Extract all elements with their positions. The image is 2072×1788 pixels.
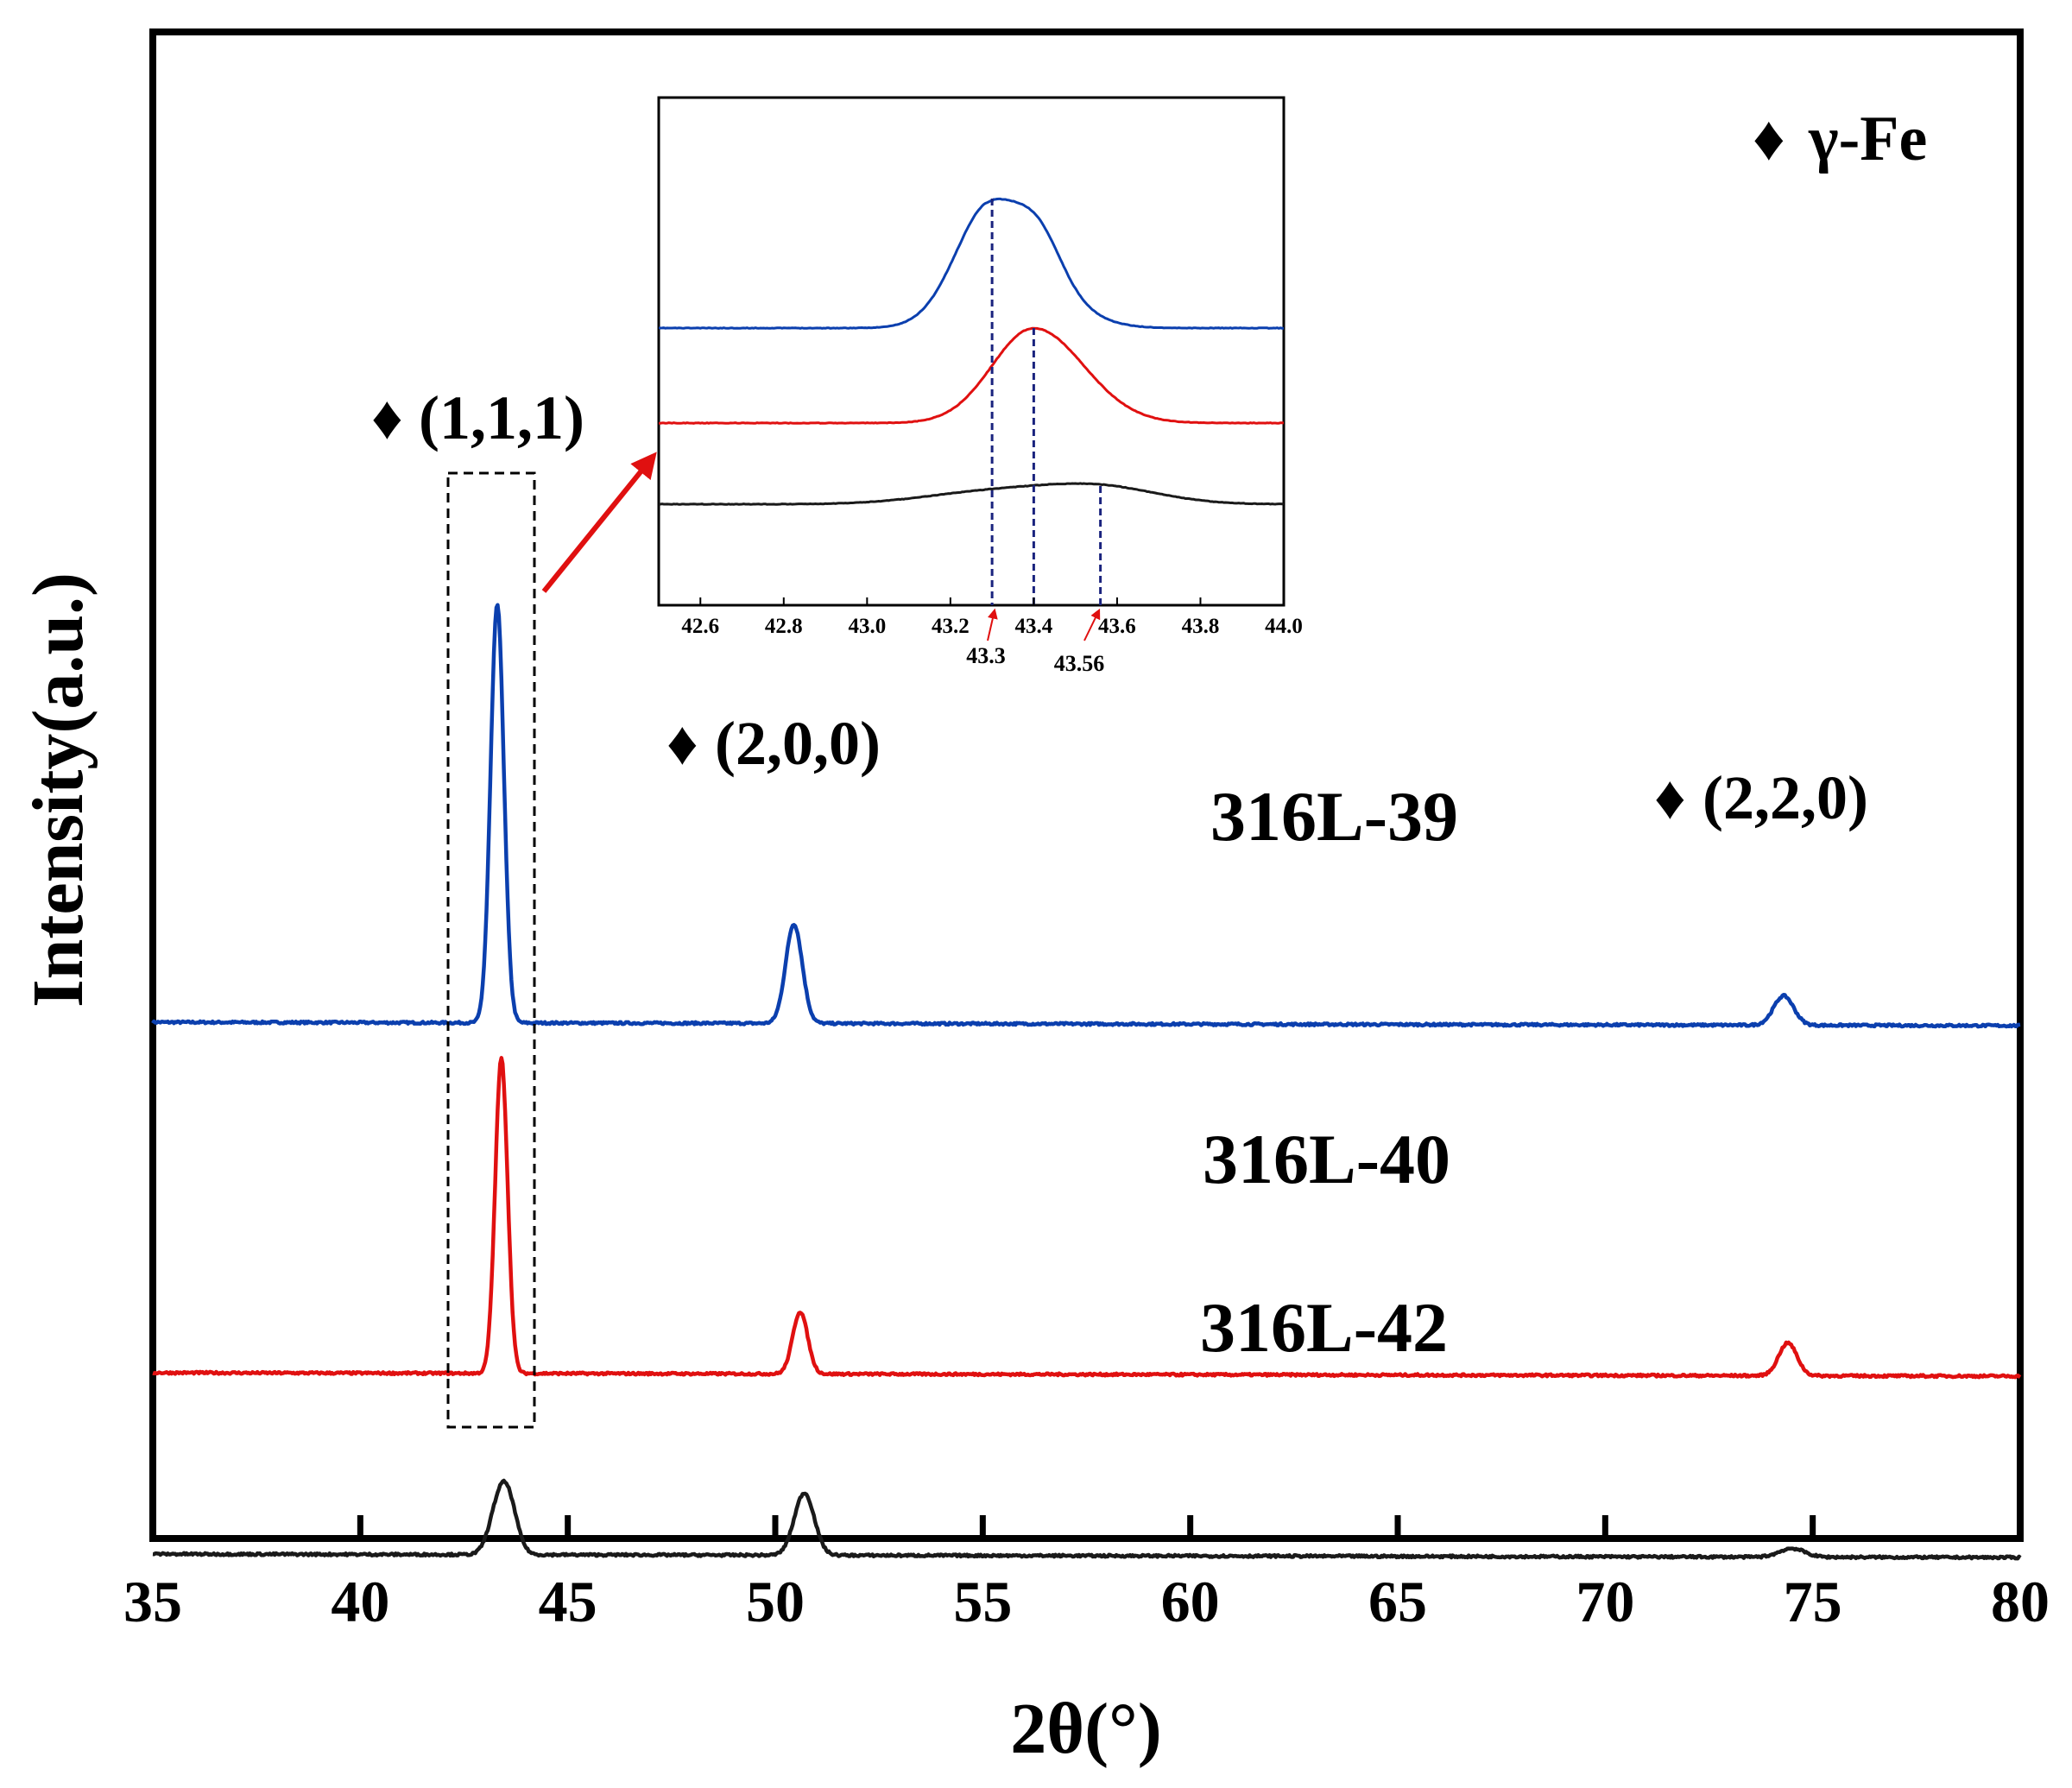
inset-series-line-316L-39 [659,197,1284,330]
x-tick-label-70: 70 [1576,1569,1634,1634]
peak-label-111-text: (1,1,1) [419,383,584,452]
zoom-arrow [541,452,657,593]
y-axis-title: Intensity(a.u.) [18,572,98,1008]
peak-label-111-marker: ♦ [371,383,403,452]
legend-marker: ♦ [1753,104,1785,174]
x-tick-label-55: 55 [953,1569,1012,1634]
series-label-316L-40: 316L-40 [1203,1120,1450,1198]
legend-label: γ-Fe [1808,104,1927,174]
series-line-316L-40 [152,1056,2022,1380]
inset-x-ticks: 42.6 42.8 43.0 43.2 43.4 43.6 43.8 44.0 [681,597,1303,638]
inset-tick-label-43.8: 43.8 [1182,615,1220,638]
x-tick-label-35: 35 [123,1569,182,1634]
x-tick-label-60: 60 [1161,1569,1220,1634]
inset-tick-label-43.6: 43.6 [1098,615,1136,638]
series-line-316L-42 [152,1478,2022,1561]
plot-frame [149,28,2024,1542]
zoom-region-box [446,471,536,1429]
x-tick-label-80: 80 [1991,1569,2050,1634]
peak-label-220: ♦ (2,2,0) [1654,763,1868,832]
series-label-316L-42: 316L-42 [1200,1288,1448,1367]
inset-peak-markers [990,199,1102,605]
series-line-316L-39 [151,603,2021,1029]
series-label-316L-39: 316L-39 [1210,777,1458,856]
inset-annotation-arrow-43-56 [1083,608,1101,641]
peak-label-220-marker: ♦ [1654,763,1686,832]
peak-label-200-text: (2,0,0) [715,709,881,778]
inset-tick-label-43.0: 43.0 [848,615,886,638]
inset-series-group [659,197,1284,506]
inset-annotation-arrow-43-3 [987,608,998,641]
inset-tick-label-43.2: 43.2 [932,615,970,638]
peak-label-200-marker: ♦ [666,709,698,778]
main-series-group [151,603,2022,1561]
inset-tick-label-43.4: 43.4 [1015,615,1053,638]
peak-label-200: ♦ (2,0,0) [666,709,881,778]
x-axis-ticks: 35 40 45 50 55 60 65 70 75 80 [123,1515,2050,1634]
x-tick-label-45: 45 [539,1569,597,1634]
peak-label-111: ♦ (1,1,1) [371,383,584,452]
inset-annotation-43-3: 43.3 [966,643,1006,668]
peak-label-220-text: (2,2,0) [1702,763,1868,832]
inset-annotation-43-56: 43.56 [1054,651,1105,676]
legend: ♦ γ-Fe [1753,104,1927,174]
inset-series-line-316L-42 [659,482,1284,506]
x-tick-label-65: 65 [1368,1569,1427,1634]
inset-tick-label-42.8: 42.8 [765,615,803,638]
inset-frame [657,96,1286,607]
x-tick-label-75: 75 [1784,1569,1842,1634]
x-tick-label-40: 40 [331,1569,389,1634]
inset-series-line-316L-40 [659,326,1284,425]
inset-tick-label-42.6: 42.6 [681,615,719,638]
inset-tick-label-44.0: 44.0 [1265,615,1303,638]
x-axis-title: 2θ(°) [1010,1689,1161,1769]
inset-plot: 42.6 42.8 43.0 43.2 43.4 43.6 43.8 44.0 43.3 43… [657,96,1303,676]
x-tick-label-50: 50 [746,1569,805,1634]
